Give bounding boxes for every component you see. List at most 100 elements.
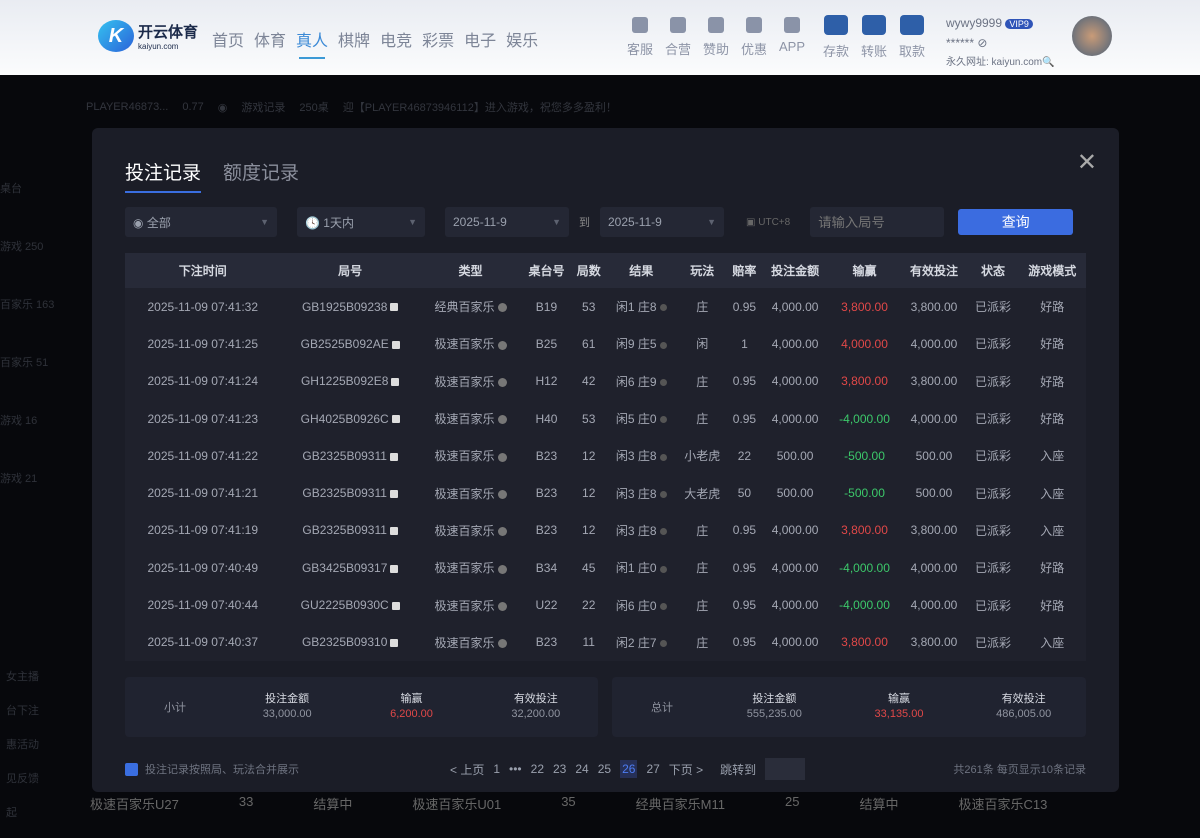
- tool-wallet-1[interactable]: 转账: [860, 15, 888, 60]
- date-to[interactable]: 2025-11-9 ▼: [600, 207, 724, 237]
- cell-text[interactable]: GB2325B09311: [302, 486, 387, 501]
- sidebar-item[interactable]: 桌台: [0, 183, 22, 195]
- sidebar-item[interactable]: 百家乐 163: [0, 299, 55, 311]
- tab-bet-records[interactable]: 投注记录: [125, 158, 202, 193]
- query-button[interactable]: 查询: [958, 209, 1074, 235]
- copy-icon[interactable]: [391, 340, 400, 349]
- info-icon[interactable]: [497, 378, 507, 388]
- nav-item[interactable]: 彩票: [422, 33, 455, 50]
- cell-text[interactable]: GU2225B0930C: [300, 598, 389, 613]
- info-icon[interactable]: [659, 304, 667, 312]
- cell-text[interactable]: GB2325B09311: [302, 523, 387, 538]
- info-icon[interactable]: [659, 602, 667, 610]
- close-icon[interactable]: ✕: [1076, 149, 1097, 176]
- info-icon[interactable]: [659, 453, 667, 461]
- tool-tools-3[interactable]: 优惠: [740, 17, 768, 58]
- cell-text[interactable]: GH1225B092E8: [300, 374, 389, 389]
- cell-text[interactable]: GH4025B0926C: [300, 411, 389, 426]
- info-icon[interactable]: [497, 527, 507, 537]
- info-icon[interactable]: [659, 528, 667, 536]
- copy-icon[interactable]: [391, 601, 400, 610]
- tool-tools-4[interactable]: APP: [778, 17, 806, 58]
- info-icon[interactable]: [497, 639, 507, 649]
- info-icon[interactable]: [497, 415, 507, 425]
- type-select[interactable]: ◉ 全部 ▼: [125, 207, 277, 237]
- sidebar-item[interactable]: 见反馈: [6, 773, 39, 785]
- game-tile-text[interactable]: 25: [785, 794, 800, 809]
- copy-icon[interactable]: [391, 378, 400, 387]
- nav-item[interactable]: 电竞: [380, 33, 413, 50]
- cell-text[interactable]: GB1925B09238: [301, 299, 388, 314]
- info-icon[interactable]: [659, 379, 667, 387]
- copy-icon[interactable]: [391, 415, 400, 424]
- nav-item[interactable]: 娱乐: [506, 33, 539, 50]
- info-icon[interactable]: [497, 564, 507, 574]
- game-tile-text[interactable]: 极速百家乐C13: [958, 797, 1048, 812]
- game-tile-text[interactable]: 结算中: [859, 797, 899, 812]
- page-23[interactable]: 23: [553, 762, 567, 776]
- page-1[interactable]: 1: [493, 762, 501, 776]
- copy-icon[interactable]: [389, 527, 398, 536]
- copy-icon[interactable]: [390, 639, 399, 648]
- date-from[interactable]: 2025-11-9 ▼: [445, 207, 569, 237]
- tool-tools-0[interactable]: 客服: [626, 17, 654, 58]
- next-page-button[interactable]: 下页 >: [668, 762, 704, 777]
- tab-credit-records[interactable]: 额度记录: [223, 163, 300, 184]
- search-icon[interactable]: 🔍: [1042, 57, 1055, 68]
- game-tile-text[interactable]: 结算中: [313, 797, 353, 812]
- nav-item[interactable]: 棋牌: [338, 33, 371, 50]
- copy-icon[interactable]: [389, 452, 398, 461]
- copy-icon[interactable]: [389, 489, 398, 498]
- jump-input[interactable]: [765, 758, 806, 780]
- cell-text[interactable]: GB2525B092AE: [300, 336, 389, 351]
- info-icon[interactable]: [659, 341, 667, 349]
- tool-wallet-2[interactable]: 取款: [898, 15, 926, 60]
- sidebar-item[interactable]: 百家乐 51: [0, 357, 49, 369]
- cell-text[interactable]: GB2325B09311: [302, 448, 387, 463]
- info-icon[interactable]: [659, 640, 667, 648]
- page-24[interactable]: 24: [575, 762, 589, 776]
- game-records-link[interactable]: 游戏记录: [241, 102, 286, 114]
- tool-tools-2[interactable]: 赞助: [702, 17, 730, 58]
- sidebar-item[interactable]: 惠活动: [6, 739, 39, 751]
- sidebar-item[interactable]: 起: [6, 807, 17, 819]
- info-icon[interactable]: [659, 416, 667, 424]
- sidebar-item[interactable]: 游戏 16: [0, 415, 38, 427]
- nav-item[interactable]: 体育: [254, 33, 287, 50]
- page-25[interactable]: 25: [597, 762, 612, 776]
- sidebar-item[interactable]: 游戏 21: [0, 473, 38, 485]
- info-icon[interactable]: [497, 489, 507, 499]
- game-tile-text[interactable]: 35: [561, 794, 576, 809]
- tool-tools-1[interactable]: 合营: [664, 17, 692, 58]
- info-icon[interactable]: [497, 601, 507, 611]
- eye-off-icon[interactable]: ⊘: [977, 36, 988, 50]
- sidebar-item[interactable]: 女主播: [6, 671, 39, 683]
- info-icon[interactable]: [497, 340, 507, 350]
- game-tile-text[interactable]: 33: [238, 794, 254, 809]
- game-tile-text[interactable]: 极速百家乐U27: [90, 797, 179, 812]
- round-number-input[interactable]: [810, 207, 945, 237]
- logo[interactable]: K 开云体育 kaiyun.com: [98, 20, 198, 52]
- game-tile-text[interactable]: 极速百家乐U01: [412, 797, 502, 812]
- cell-text[interactable]: GB3425B09317: [301, 560, 388, 575]
- sidebar-item[interactable]: 台下注: [6, 705, 39, 717]
- page-26[interactable]: 26: [620, 760, 638, 778]
- info-icon[interactable]: [497, 303, 507, 313]
- eye-icon[interactable]: ◉: [217, 101, 228, 114]
- info-icon[interactable]: [497, 452, 507, 462]
- game-tile-text[interactable]: 经典百家乐M11: [635, 797, 725, 812]
- sidebar-item[interactable]: 游戏 250: [0, 241, 44, 253]
- tool-wallet-0[interactable]: 存款: [822, 15, 850, 60]
- nav-item[interactable]: 首页: [212, 33, 245, 50]
- range-select[interactable]: 🕓 1天内 ▼: [297, 207, 425, 237]
- page-22[interactable]: 22: [530, 762, 544, 776]
- copy-icon[interactable]: [390, 564, 399, 573]
- info-icon[interactable]: [659, 565, 667, 573]
- prev-page-button[interactable]: < 上页: [450, 762, 485, 777]
- page-27[interactable]: 27: [646, 762, 660, 776]
- cell-text[interactable]: GB2325B09310: [301, 635, 388, 650]
- page-•••[interactable]: •••: [509, 762, 522, 776]
- copy-icon[interactable]: [390, 303, 399, 312]
- info-icon[interactable]: [659, 490, 667, 498]
- merge-checkbox[interactable]: [125, 762, 138, 776]
